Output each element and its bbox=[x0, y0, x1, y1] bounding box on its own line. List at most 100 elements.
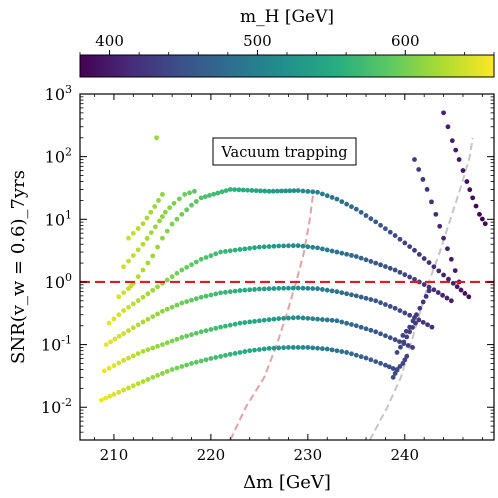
data-point bbox=[464, 179, 470, 184]
data-point bbox=[253, 188, 259, 194]
data-point bbox=[412, 276, 417, 282]
data-point bbox=[295, 285, 301, 291]
data-point bbox=[203, 357, 209, 363]
data-point bbox=[223, 188, 229, 194]
data-point bbox=[112, 336, 118, 342]
data-point bbox=[106, 365, 112, 371]
data-point bbox=[339, 290, 345, 296]
data-point bbox=[140, 348, 146, 354]
data-point bbox=[116, 333, 122, 339]
data-point bbox=[386, 364, 392, 370]
data-point bbox=[390, 374, 396, 380]
data-point bbox=[441, 110, 446, 116]
data-point bbox=[245, 187, 250, 193]
data-point bbox=[378, 331, 383, 337]
data-point bbox=[329, 288, 335, 294]
data-point bbox=[392, 371, 398, 376]
data-point bbox=[227, 248, 233, 254]
data-point bbox=[150, 253, 156, 259]
data-point bbox=[420, 177, 426, 182]
data-point bbox=[290, 285, 296, 291]
data-point bbox=[184, 362, 190, 368]
data-point bbox=[252, 245, 257, 251]
data-point bbox=[148, 230, 154, 236]
data-point bbox=[164, 340, 170, 346]
data-point bbox=[276, 316, 282, 321]
data-point bbox=[283, 188, 289, 194]
data-point bbox=[424, 187, 430, 192]
data-point bbox=[363, 355, 369, 361]
data-point bbox=[144, 236, 150, 241]
data-point bbox=[281, 243, 287, 249]
data-point bbox=[150, 314, 156, 320]
data-point bbox=[404, 353, 410, 359]
data-point bbox=[324, 317, 330, 323]
data-point bbox=[407, 329, 413, 335]
data-point bbox=[349, 204, 354, 210]
data-point bbox=[329, 195, 335, 200]
data-point bbox=[353, 293, 359, 299]
data-point bbox=[329, 317, 335, 323]
data-point bbox=[334, 348, 340, 354]
data-point bbox=[179, 364, 185, 369]
data-point bbox=[460, 168, 466, 173]
data-point bbox=[291, 188, 297, 194]
data-point bbox=[281, 285, 287, 291]
data-point bbox=[417, 305, 423, 311]
data-point bbox=[440, 292, 446, 298]
data-point bbox=[189, 361, 194, 366]
data-point bbox=[373, 219, 379, 225]
data-point bbox=[247, 319, 253, 325]
data-point bbox=[218, 249, 223, 255]
data-point bbox=[256, 318, 262, 324]
data-point bbox=[368, 327, 374, 333]
data-point bbox=[436, 268, 442, 274]
data-point bbox=[295, 315, 301, 320]
data-point bbox=[223, 323, 228, 329]
data-point bbox=[135, 381, 141, 387]
data-point bbox=[266, 286, 272, 292]
data-point bbox=[276, 285, 282, 291]
data-point bbox=[387, 265, 393, 271]
data-point bbox=[130, 301, 136, 307]
data-point bbox=[193, 259, 199, 265]
colorbar-tick-label: 500 bbox=[243, 32, 272, 50]
colorbar bbox=[79, 54, 495, 78]
data-point bbox=[363, 257, 369, 263]
data-point bbox=[349, 351, 354, 357]
data-point bbox=[339, 199, 345, 205]
data-point bbox=[182, 191, 188, 197]
data-point bbox=[247, 348, 253, 354]
data-point bbox=[218, 290, 223, 296]
data-point bbox=[339, 250, 345, 256]
data-point bbox=[358, 324, 364, 330]
data-point bbox=[477, 211, 482, 217]
data-point bbox=[392, 267, 398, 273]
data-point bbox=[405, 343, 411, 348]
data-point bbox=[402, 240, 408, 246]
data-point bbox=[290, 243, 296, 249]
data-point bbox=[261, 286, 267, 292]
data-point bbox=[135, 274, 141, 280]
data-point bbox=[407, 274, 413, 280]
data-point bbox=[437, 223, 443, 229]
data-point bbox=[482, 221, 488, 227]
data-point bbox=[189, 297, 194, 303]
data-point bbox=[215, 190, 221, 196]
data-point bbox=[174, 302, 180, 308]
data-point bbox=[116, 294, 122, 300]
data-point bbox=[416, 317, 422, 323]
data-point bbox=[121, 308, 127, 313]
data-point bbox=[426, 260, 432, 266]
data-point bbox=[111, 392, 117, 397]
data-point bbox=[126, 304, 131, 310]
data-point bbox=[150, 287, 156, 293]
x-tick-label: 220 bbox=[197, 446, 226, 464]
data-point bbox=[208, 356, 214, 361]
data-point bbox=[412, 247, 417, 253]
data-point bbox=[130, 253, 136, 258]
data-point bbox=[344, 291, 350, 297]
data-point bbox=[198, 329, 204, 335]
data-point bbox=[130, 230, 136, 236]
